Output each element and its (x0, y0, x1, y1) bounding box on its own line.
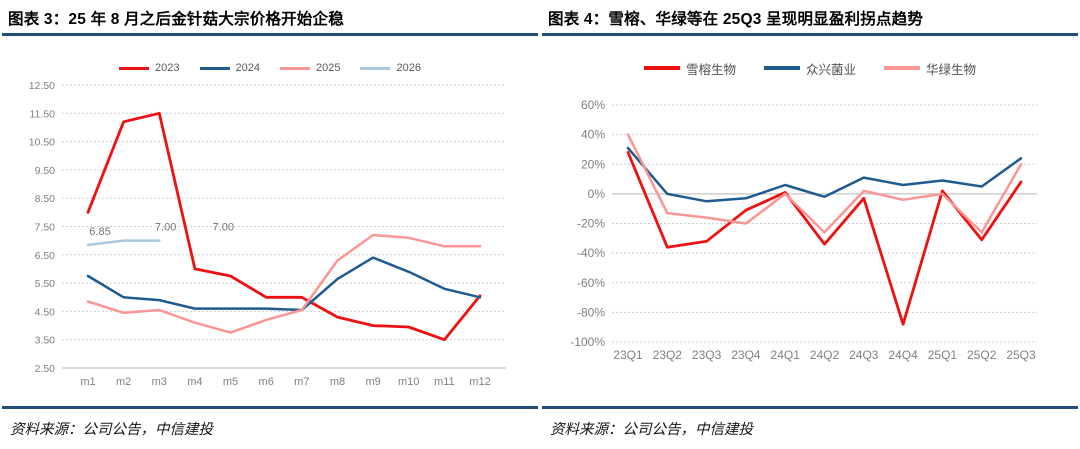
legend-item-雪榕生物: 雪榕生物 (643, 59, 736, 78)
figure-3-source-divider (2, 406, 538, 409)
x-tick-label: 24Q2 (810, 348, 840, 362)
x-tick-label: m1 (80, 376, 95, 388)
figure-4-source: 资料来源：公司公告，中信建投 (550, 422, 753, 438)
series-line-2025 (86, 233, 482, 334)
x-tick-label: 25Q3 (1006, 348, 1036, 362)
figure-3-source: 资料来源：公司公告，中信建投 (10, 422, 213, 438)
y-tick-label: 9.50 (35, 165, 56, 177)
y-tick-label: 6.50 (35, 250, 56, 262)
point-data-label: 6.85 (89, 226, 110, 238)
legend-line-swatch (643, 66, 680, 70)
legend-item-2025: 2025 (280, 62, 340, 74)
legend-item-2026: 2026 (360, 62, 421, 74)
series-line-2024 (86, 256, 482, 312)
legend-line-swatch (119, 66, 150, 70)
y-tick-label: 8.50 (35, 193, 56, 205)
x-tick-label: m5 (223, 376, 238, 388)
x-tick-label: 25Q2 (967, 348, 997, 362)
series-line-众兴菌业 (626, 146, 1023, 203)
point-data-label: 7.00 (213, 222, 234, 234)
figure-4-title-divider (542, 33, 1078, 36)
y-tick-label: 2.50 (35, 363, 56, 375)
y-tick-label: 4.50 (35, 306, 56, 318)
x-tick-label: m11 (434, 376, 455, 388)
x-tick-label: m2 (116, 376, 131, 388)
figure-3: 图表 3：25 年 8 月之后金针菇大宗价格开始企稳 2023 2024 2025 2… (0, 11, 540, 438)
legend-item-2023: 2023 (119, 62, 180, 74)
legend-label: 华绿生物 (926, 62, 977, 77)
mushroom-price-line-chart: 2.50 3.50 4.50 5.50 6.50 7.50 8.50 9.50 10.50 11.… (29, 80, 506, 388)
y-tick-label: -20% (577, 217, 605, 231)
y-tick-label: 10.50 (29, 137, 55, 149)
y-tick-label: 5.50 (35, 278, 56, 290)
x-tick-label: 23Q4 (731, 348, 761, 362)
legend-label: 2023 (155, 62, 180, 74)
y-tick-label: 0% (588, 187, 606, 201)
figure-4-chart-legend: 雪榕生物 众兴菌业 华绿生物 (540, 59, 1080, 78)
series-line-2023 (86, 111, 482, 342)
x-tick-label: m4 (187, 376, 202, 388)
x-tick-label: m9 (365, 376, 380, 388)
y-tick-label: -40% (577, 246, 605, 260)
figure-3-chart-legend: 2023 2024 2025 2026 (0, 60, 540, 76)
x-tick-label: m7 (294, 376, 309, 388)
x-tick-label: m12 (469, 376, 490, 388)
legend-line-swatch (360, 66, 391, 70)
x-tick-label: 23Q2 (653, 348, 683, 362)
x-tick-label: 24Q4 (888, 348, 918, 362)
legend-line-swatch (763, 66, 800, 70)
x-tick-label: m3 (152, 376, 167, 388)
x-tick-label: 24Q1 (771, 348, 801, 362)
y-tick-label: 11.50 (30, 108, 56, 120)
y-tick-label: -80% (577, 305, 605, 319)
legend-label: 2026 (396, 62, 421, 74)
legend-item-2024: 2024 (199, 62, 260, 74)
y-tick-label: -60% (577, 276, 605, 290)
x-tick-label: m10 (398, 376, 419, 388)
series-line-雪榕生物 (626, 151, 1023, 326)
y-tick-label: 40% (581, 128, 605, 142)
legend-line-swatch (199, 66, 230, 70)
series-line-2026 (86, 239, 161, 247)
x-tick-label: 23Q1 (613, 348, 643, 362)
figure-3-title: 图表 3：25 年 8 月之后金针菇大宗价格开始企稳 (8, 11, 344, 28)
x-tick-label: m8 (330, 376, 345, 388)
y-tick-label: 20% (581, 157, 605, 171)
legend-label: 2025 (316, 62, 341, 74)
y-tick-label: 12.50 (29, 80, 55, 92)
y-tick-label: 3.50 (35, 335, 56, 347)
legend-label: 众兴菌业 (805, 62, 856, 77)
series-line-华绿生物 (626, 133, 1023, 234)
figure-3-title-divider (2, 33, 538, 36)
x-tick-label: 25Q1 (928, 348, 958, 362)
y-tick-label: 60% (581, 98, 605, 112)
figure-4-title: 图表 4：雪榕、华绿等在 25Q3 呈现明显盈利拐点趋势 (548, 11, 924, 28)
figure-4-source-divider (542, 406, 1078, 409)
x-tick-label: 24Q3 (849, 348, 879, 362)
legend-line-swatch (280, 66, 310, 70)
profit-inflection-line-chart: -100% -80% -60% -40% -20% 0% 20% 40% 60% 23Q1 23Q2… (570, 98, 1037, 362)
legend-item-华绿生物: 华绿生物 (884, 59, 976, 78)
x-tick-label: m6 (259, 376, 274, 388)
legend-label: 雪榕生物 (685, 62, 736, 77)
y-tick-label: -100% (570, 335, 605, 349)
x-tick-label: 23Q3 (692, 348, 722, 362)
legend-item-众兴菌业: 众兴菌业 (763, 59, 856, 78)
figure-4: 图表 4：雪榕、华绿等在 25Q3 呈现明显盈利拐点趋势 雪榕生物 众兴菌业 华绿生… (540, 0, 1080, 449)
legend-line-swatch (884, 66, 920, 70)
legend-label: 2024 (235, 62, 260, 74)
point-data-label: 7.00 (155, 222, 176, 234)
y-tick-label: 7.50 (35, 222, 56, 234)
